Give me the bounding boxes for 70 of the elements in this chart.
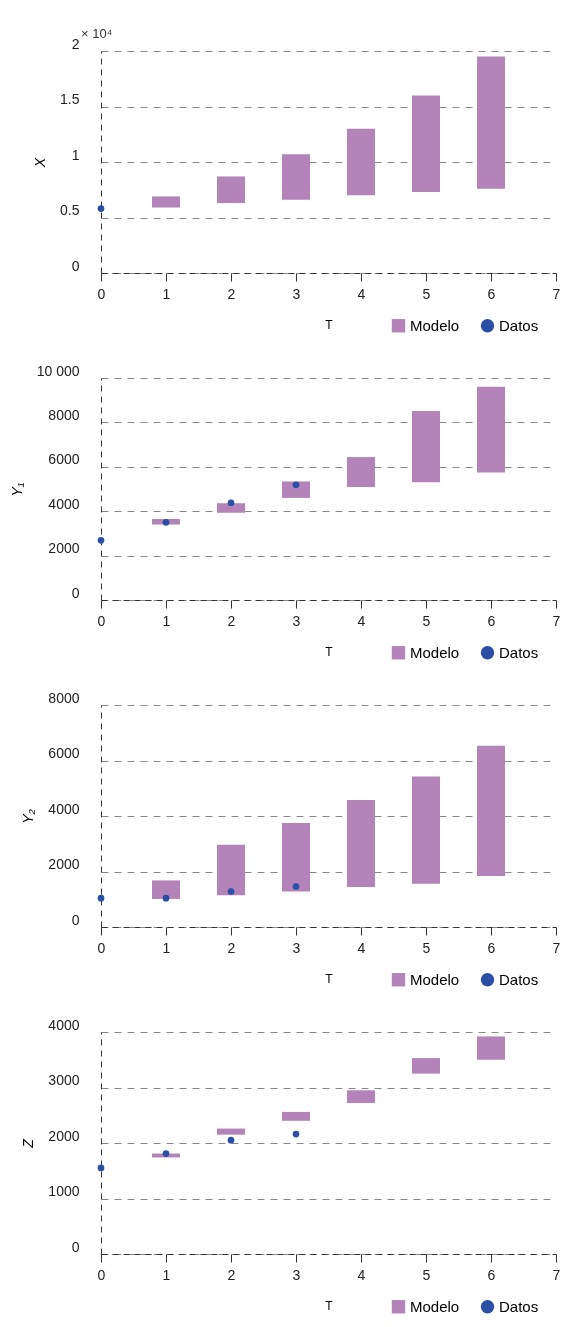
y-tick-label: 6000 bbox=[48, 451, 80, 468]
x-tick-label: 6 bbox=[487, 1266, 496, 1283]
x-tick-label: 0 bbox=[97, 1266, 106, 1283]
legend-label: Modelo bbox=[410, 316, 460, 334]
y-tick-label: 1.5 bbox=[60, 91, 80, 107]
y-tick-label: 3000 bbox=[48, 1072, 80, 1088]
x-tick-label: 5 bbox=[422, 612, 431, 629]
y-tick-label: 0 bbox=[71, 584, 80, 601]
y-axis-title: Y₂ bbox=[20, 808, 37, 824]
x-tick-label: 2 bbox=[227, 285, 236, 302]
legend-label: Modelo bbox=[410, 1297, 460, 1315]
x-tick-label: 2 bbox=[227, 939, 236, 956]
y-axis-title: Z bbox=[20, 1138, 37, 1149]
x-tick-label: 6 bbox=[487, 612, 496, 629]
x-axis-title: T bbox=[325, 1298, 334, 1313]
y-tick-label: 1000 bbox=[48, 1183, 80, 1199]
y-tick-label: 8000 bbox=[48, 689, 80, 706]
y-tick-label: 6000 bbox=[48, 745, 80, 761]
x-tick-label: 0 bbox=[97, 285, 106, 302]
x-tick-label: 3 bbox=[292, 1266, 301, 1283]
x-tick-label: 0 bbox=[97, 939, 106, 956]
y-tick-label: 4000 bbox=[48, 800, 80, 817]
x-tick-label: 4 bbox=[357, 939, 366, 956]
y-tick-label: 2000 bbox=[48, 540, 80, 557]
x-tick-label: 1 bbox=[162, 939, 171, 956]
x-tick-label: 1 bbox=[162, 285, 171, 302]
x-tick-label: 2 bbox=[227, 1266, 236, 1283]
x-tick-label: 5 bbox=[422, 1266, 431, 1283]
y-tick-label: 2000 bbox=[48, 1127, 80, 1144]
x-axis-title: T bbox=[325, 644, 334, 659]
x-tick-label: 6 bbox=[487, 285, 496, 302]
legend-label: Modelo bbox=[410, 643, 460, 661]
x-tick-label: 0 bbox=[97, 612, 106, 629]
y-axis-title: Y₁ bbox=[8, 482, 25, 497]
x-tick-label: 4 bbox=[357, 1266, 366, 1283]
y-tick-label: 1 bbox=[71, 146, 80, 163]
x-tick-label: 6 bbox=[487, 939, 496, 956]
y-tick-label: 2 bbox=[71, 35, 80, 52]
y-tick-label: 4000 bbox=[48, 1016, 80, 1033]
y-tick-label: 2000 bbox=[48, 856, 80, 872]
x-axis-title: T bbox=[325, 317, 334, 332]
x-tick-label: 7 bbox=[552, 285, 561, 302]
x-tick-label: 3 bbox=[292, 285, 301, 302]
text: × 10⁴ bbox=[81, 26, 113, 41]
y-tick-label: 0 bbox=[71, 1238, 80, 1255]
x-tick-label: 7 bbox=[552, 612, 561, 629]
x-axis-title: T bbox=[325, 971, 334, 986]
legend-label: Datos bbox=[499, 1297, 539, 1315]
y-tick-label: 0.5 bbox=[60, 202, 80, 218]
x-tick-label: 1 bbox=[162, 1266, 171, 1283]
x-tick-label: 3 bbox=[292, 612, 301, 629]
x-tick-label: 7 bbox=[552, 1266, 561, 1283]
x-tick-label: 4 bbox=[357, 285, 366, 302]
y-tick-label: 4000 bbox=[48, 495, 80, 512]
legend-label: Modelo bbox=[410, 970, 460, 988]
y-axis-title: X bbox=[32, 157, 49, 169]
x-tick-label: 1 bbox=[162, 612, 171, 629]
legend-label: Datos bbox=[499, 643, 539, 661]
y-tick-label: 0 bbox=[71, 257, 80, 274]
x-tick-label: 2 bbox=[227, 612, 236, 629]
y-tick-label: 8000 bbox=[48, 406, 80, 423]
x-tick-label: 5 bbox=[422, 285, 431, 302]
x-tick-label: 5 bbox=[422, 939, 431, 956]
y-tick-label: 0 bbox=[71, 911, 80, 928]
x-tick-label: 4 bbox=[357, 612, 366, 629]
x-tick-label: 7 bbox=[552, 939, 561, 956]
x-tick-label: 3 bbox=[292, 939, 301, 956]
legend-label: Datos bbox=[499, 970, 539, 988]
y-tick-label: 10 000 bbox=[36, 362, 80, 379]
legend-label: Datos bbox=[499, 316, 539, 334]
